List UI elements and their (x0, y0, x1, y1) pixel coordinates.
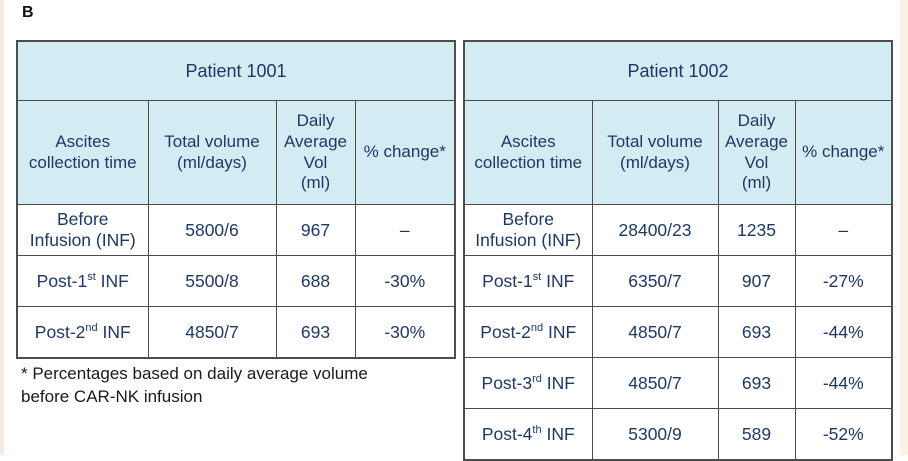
table-row: Post-4th INF 5300/9 589 -52% (463, 408, 893, 461)
cell-total-volume: 5800/6 (147, 204, 277, 256)
cell-daily-average: 1235 (717, 204, 796, 256)
time-text-suffix: INF (543, 321, 577, 342)
time-text-suffix: INF (541, 423, 575, 444)
column-header-row: Ascites collection time Total volume (ml… (463, 100, 893, 205)
cell-collection-time: Post-2nd INF (463, 306, 593, 358)
cell-total-volume: 5500/8 (147, 255, 277, 307)
time-text: Post-2 (480, 321, 531, 342)
panel-label-b: B (22, 4, 34, 21)
table-title-row: Patient 1001 (16, 40, 456, 101)
col-header-collection-time: Ascites collection time (463, 100, 593, 205)
cell-collection-time: Post-3rd INF (463, 357, 593, 409)
footnote: * Percentages based on daily average vol… (21, 364, 368, 407)
cell-percent-change: -30% (354, 255, 456, 307)
time-text: Post-1 (36, 270, 88, 291)
time-text-suffix: INF (97, 321, 131, 342)
cell-total-volume: 4850/7 (591, 357, 719, 409)
cell-percent-change: -44% (794, 357, 893, 409)
cell-daily-average: 693 (717, 306, 796, 358)
ordinal-superscript: st (87, 270, 96, 283)
cell-percent-change: -52% (794, 408, 893, 461)
cell-total-volume: 4850/7 (147, 306, 277, 359)
ordinal-superscript: nd (85, 321, 98, 334)
time-text: Post-3 (481, 372, 533, 393)
time-text: Before Infusion (INF) (29, 209, 136, 250)
cell-daily-average: 688 (275, 255, 356, 307)
table-row: Before Infusion (INF) 28400/23 1235 – (463, 204, 893, 256)
figure-left-edge (0, 0, 4, 455)
ordinal-superscript: st (532, 270, 542, 283)
cell-collection-time: Post-2nd INF (16, 306, 149, 359)
cell-collection-time: Post-1st INF (16, 255, 149, 307)
cell-total-volume: 6350/7 (591, 255, 719, 307)
table-row: Before Infusion (INF) 5800/6 967 – (16, 204, 456, 256)
cell-collection-time: Post-1st INF (463, 255, 593, 307)
cell-daily-average: 589 (717, 408, 796, 461)
col-header-percent-change: % change* (794, 100, 893, 205)
table-row: Post-3rd INF 4850/7 693 -44% (463, 357, 893, 409)
table-row: Post-2nd INF 4850/7 693 -44% (463, 306, 893, 358)
table-title-row: Patient 1002 (463, 40, 893, 101)
patient-1001-table: Patient 1001 Ascites collection time Tot… (16, 40, 457, 359)
table-title-1001: Patient 1001 (16, 40, 456, 101)
figure-right-edge (900, 0, 908, 455)
col-header-total-volume: Total volume (ml/days) (591, 100, 719, 205)
cell-collection-time: Before Infusion (INF) (16, 204, 149, 256)
time-text: Post-1 (482, 270, 533, 291)
ordinal-superscript: nd (530, 321, 544, 334)
cell-total-volume: 28400/23 (591, 204, 719, 256)
column-header-row: Ascites collection time Total volume (ml… (16, 100, 456, 205)
time-text: Before Infusion (INF) (475, 209, 582, 250)
time-text-suffix: INF (541, 372, 575, 393)
table-title-1002: Patient 1002 (463, 40, 893, 101)
time-text-suffix: INF (541, 270, 575, 291)
time-text: Post-4 (481, 423, 533, 444)
table-row: Post-1st INF 5500/8 688 -30% (16, 255, 456, 307)
cell-daily-average: 693 (717, 357, 796, 409)
ordinal-superscript: rd (532, 372, 542, 385)
time-text: Post-2 (34, 321, 86, 342)
col-header-total-volume: Total volume (ml/days) (147, 100, 277, 205)
cell-percent-change: -30% (354, 306, 456, 359)
cell-daily-average: 693 (275, 306, 356, 359)
col-header-daily-average: Daily Average Vol (ml) (275, 100, 356, 205)
cell-collection-time: Before Infusion (INF) (463, 204, 593, 256)
cell-percent-change: -44% (794, 306, 893, 358)
cell-daily-average: 907 (717, 255, 796, 307)
cell-percent-change: -27% (794, 255, 893, 307)
time-text-suffix: INF (95, 270, 129, 291)
cell-percent-change: – (794, 204, 893, 256)
cell-total-volume: 5300/9 (591, 408, 719, 461)
col-header-daily-average: Daily Average Vol (ml) (717, 100, 796, 205)
table-row: Post-2nd INF 4850/7 693 -30% (16, 306, 456, 359)
cell-daily-average: 967 (275, 204, 356, 256)
ordinal-superscript: th (532, 423, 542, 436)
table-row: Post-1st INF 6350/7 907 -27% (463, 255, 893, 307)
patient-1002-table: Patient 1002 Ascites collection time Tot… (463, 40, 894, 461)
cell-percent-change: – (354, 204, 456, 256)
col-header-collection-time: Ascites collection time (16, 100, 149, 205)
cell-total-volume: 4850/7 (591, 306, 719, 358)
cell-collection-time: Post-4th INF (463, 408, 593, 461)
col-header-percent-change: % change* (354, 100, 456, 205)
